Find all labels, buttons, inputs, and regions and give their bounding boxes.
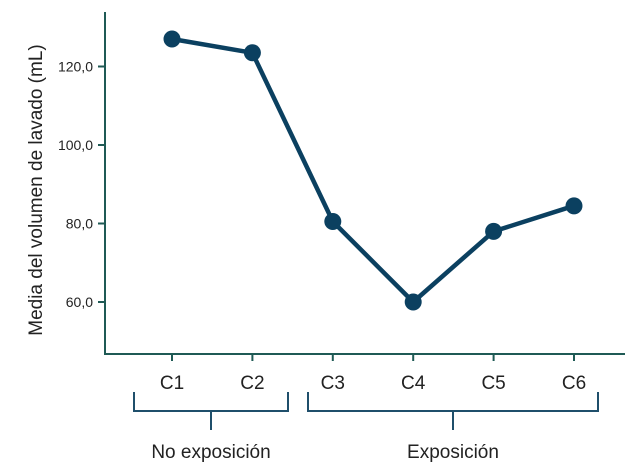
series-line [169,36,577,305]
data-point-c4 [404,293,422,311]
x-tick-label: C6 [562,373,586,394]
group-bracket [307,392,599,430]
data-point-c2 [243,44,261,62]
data-point-c3 [324,213,342,231]
series-layer [163,30,583,311]
y-ticks: 60,0 80,0 100,0 120,0 [58,59,105,310]
x-tick-label: C4 [401,373,426,394]
data-point-c1 [163,30,181,48]
category-groups: No exposición Exposición [133,392,599,463]
x-tick-label: C1 [160,373,184,394]
y-axis-label: Media del volumen de lavado (mL) [26,44,47,336]
y-tick-label: 100,0 [58,137,93,153]
y-tick-label: 60,0 [66,294,93,310]
chart-axes [104,12,625,355]
x-ticks: C1 C2 C3 C4 C5 C6 [160,354,586,394]
x-tick-label: C5 [481,373,505,394]
group-label: Exposición [407,442,499,463]
data-point-c5 [485,222,503,240]
group-label: No exposición [151,442,270,463]
x-tick-label: C2 [240,373,264,394]
y-tick-label: 120,0 [58,59,93,75]
x-tick-label: C3 [321,373,345,394]
group-bracket [133,392,289,430]
y-tick-label: 80,0 [66,216,93,232]
data-point-c6 [565,197,583,215]
